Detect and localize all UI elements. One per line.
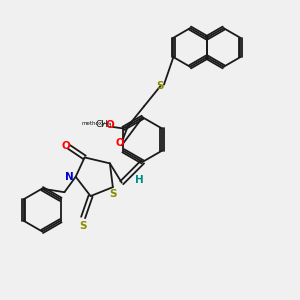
Text: S: S [157,81,164,91]
Text: O: O [61,140,70,151]
Text: methoxy: methoxy [81,121,106,126]
Text: O: O [116,138,125,148]
Text: O: O [106,121,114,130]
Text: S: S [80,221,87,231]
Text: S: S [109,189,117,199]
Text: H: H [135,175,144,185]
Text: N: N [64,172,73,182]
Text: CH₃: CH₃ [96,120,112,129]
